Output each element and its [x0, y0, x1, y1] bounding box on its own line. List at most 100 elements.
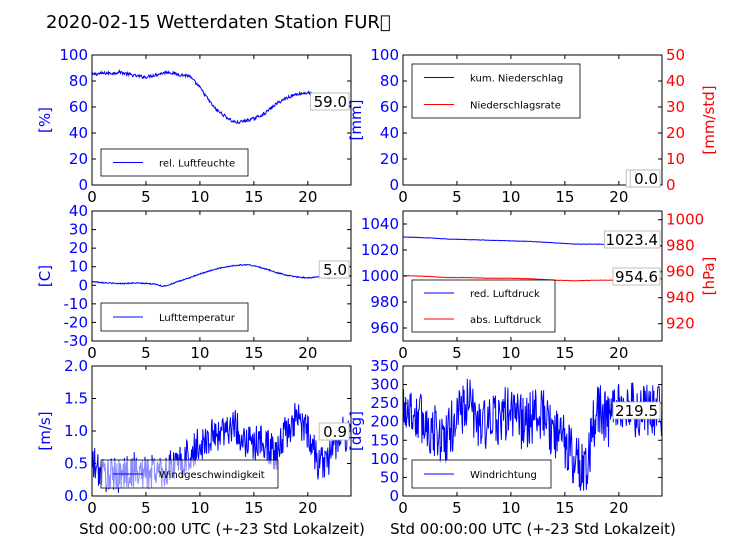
- legend-label-humidity-0: rel. Luftfeuchte: [159, 159, 235, 170]
- y-tick-label-temperature: 40: [69, 202, 88, 220]
- y-tick-label-temperature: -20: [64, 313, 89, 331]
- legend-label-temperature-0: Lufttemperatur: [159, 313, 236, 324]
- y2-tick-label-pressure: 920: [666, 315, 695, 333]
- y-tick-label-precip: 0: [389, 176, 399, 194]
- y-tick-label-humidity: 0: [78, 176, 88, 194]
- legend-box-precip: [411, 63, 581, 119]
- y-axis-label-precip: [mm]: [347, 100, 365, 141]
- panel-windspeed: 0 5 10 15 20 0.0 0.5 1.0 1.5 2.0 [m/s] Windgeschwin…: [36, 357, 352, 517]
- panel-pressure: 0 5 10 15 20 960 980 1000 1020 1040 920 940 960 980 10…: [361, 210, 718, 362]
- legend-label-precip-0: kum. Niederschlag: [470, 74, 563, 85]
- x-tick-label-humidity: 10: [190, 188, 209, 206]
- x-tick-label-temperature: 20: [298, 344, 317, 362]
- y-axis-label-humidity: [%]: [36, 107, 54, 133]
- x-tick-label-temperature: 15: [244, 344, 263, 362]
- legend-label-pressure-0: red. Luftdruck: [470, 289, 540, 300]
- legend-box-pressure: [411, 279, 556, 333]
- x-tick-label-pressure: 5: [452, 344, 462, 362]
- y-tick-label-winddir: 200: [370, 413, 399, 431]
- y-tick-label-humidity: 40: [69, 124, 88, 142]
- y2-tick-label-pressure: 980: [666, 237, 695, 255]
- annotation-humidity-text: 59.0: [314, 93, 347, 111]
- x-tick-label-winddir: 0: [398, 499, 408, 517]
- y-tick-label-precip: 100: [370, 46, 399, 64]
- annotation-windspeed: 0.9: [318, 422, 350, 441]
- y-tick-label-windspeed: 2.0: [64, 357, 88, 375]
- x-tick-label-pressure: 20: [609, 344, 628, 362]
- y2-tick-label-pressure: 940: [666, 289, 695, 307]
- y-tick-label-humidity: 20: [69, 150, 88, 168]
- series-line-winddir-0: [403, 378, 662, 491]
- annotation-right-precip: 0.0: [629, 169, 661, 188]
- y-tick-label-winddir: 300: [370, 376, 399, 394]
- panel-temperature: 0 5 10 15 20-30-20-10010203040[C]Lufttempera…: [36, 202, 352, 362]
- y-tick-label-pressure: 1040: [361, 215, 399, 233]
- x-tick-label-temperature: 5: [141, 344, 151, 362]
- panel-humidity: 0 5 10 15 20 0 20 40 60 80 100 [%] rel. Luftfeuchte 5…: [36, 46, 352, 206]
- y-tick-label-pressure: 980: [370, 293, 399, 311]
- legend-label-precip-1: Niederschlagsrate: [470, 101, 561, 112]
- y2-tick-label-precip: 50: [666, 46, 685, 64]
- y-tick-label-windspeed: 1.5: [64, 390, 88, 408]
- x-tick-label-windspeed: 10: [190, 499, 209, 517]
- y-tick-label-windspeed: 0.5: [64, 455, 88, 473]
- annotation-winddir: 219.5: [612, 401, 661, 420]
- y2-tick-label-precip: 0: [666, 176, 676, 194]
- y-tick-label-pressure: 1020: [361, 241, 399, 259]
- annotation-temperature-text: 5.0: [323, 261, 347, 279]
- annotation-pressure: 1023.4: [604, 230, 661, 249]
- x-tick-label-precip: 0: [398, 188, 408, 206]
- x-tick-label-precip: 15: [555, 188, 574, 206]
- y-tick-label-winddir: 250: [370, 394, 399, 412]
- annotation-right-pressure-box: [612, 267, 661, 286]
- y-axis-label-windspeed: [m/s]: [36, 411, 54, 450]
- axes-frame-humidity: [91, 54, 352, 186]
- x-tick-label-humidity: 15: [244, 188, 263, 206]
- legend-precip: kum. Niederschlag Niederschlagsrate: [411, 63, 581, 119]
- figure-title: 2020-02-15 Wetterdaten Station FUR : [46, 12, 391, 33]
- y2-axis-label-pressure: [hPa]: [700, 257, 718, 296]
- annotation-windspeed-box: [318, 422, 350, 441]
- x-tick-label-humidity: 5: [141, 188, 151, 206]
- x-tick-label-winddir: 20: [609, 499, 628, 517]
- x-tick-label-windspeed: 20: [298, 499, 317, 517]
- y-tick-label-winddir: 0: [389, 487, 399, 505]
- x-tick-label-precip: 10: [501, 188, 520, 206]
- annotation-right-pressure-text: 954.6: [615, 268, 658, 286]
- y-tick-label-winddir: 150: [370, 431, 399, 449]
- annotation-winddir-text: 219.5: [615, 402, 658, 420]
- x-tick-label-windspeed: 0: [87, 499, 97, 517]
- x-tick-label-precip: 5: [452, 188, 462, 206]
- x-tick-label-temperature: 0: [87, 344, 97, 362]
- annotation-humidity-box: [310, 92, 350, 111]
- legend-label-windspeed-0: Windgeschwindigkeit: [159, 470, 265, 481]
- xlabel-right: Std 00:00:00 UTC (+-23 Std Lokalzeit): [390, 520, 676, 538]
- x-tick-label-precip: 20: [609, 188, 628, 206]
- x-tick-label-winddir: 5: [452, 499, 462, 517]
- y-axis-label-temperature: [C]: [36, 265, 54, 287]
- axes-frame-precip: [402, 54, 663, 186]
- y-tick-label-temperature: -10: [64, 295, 89, 313]
- y-tick-label-humidity: 100: [59, 46, 88, 64]
- y-tick-label-winddir: 100: [370, 450, 399, 468]
- legend-label-pressure-1: abs. Luftdruck: [470, 315, 541, 326]
- y2-tick-label-pressure: 960: [666, 263, 695, 281]
- x-tick-label-humidity: 20: [298, 188, 317, 206]
- legend-winddir: Windrichtung: [411, 459, 552, 489]
- legend-pressure: red. Luftdruck abs. Luftdruck: [411, 279, 556, 333]
- x-tick-label-temperature: 10: [190, 344, 209, 362]
- y2-tick-label-precip: 10: [666, 150, 685, 168]
- xlabel-left: Std 00:00:00 UTC (+-23 Std Lokalzeit): [79, 520, 365, 538]
- annotation-right-precip-box: [629, 169, 661, 188]
- series-line-humidity-0: [92, 68, 351, 125]
- y-tick-label-precip: 60: [380, 98, 399, 116]
- annotation-temperature: 5.0: [318, 260, 350, 279]
- y-tick-label-precip: 20: [380, 150, 399, 168]
- y2-tick-label-precip: 30: [666, 98, 685, 116]
- series-line-temperature-0: [92, 263, 351, 288]
- panel-winddir: 0 5 10 15 20050100150200250300350[deg]Windri…: [347, 357, 663, 517]
- y-tick-label-pressure: 1000: [361, 267, 399, 285]
- y2-axis-label-precip: [mm/std]: [700, 85, 718, 154]
- x-tick-label-windspeed: 5: [141, 499, 151, 517]
- annotation-temperature-box: [318, 260, 350, 279]
